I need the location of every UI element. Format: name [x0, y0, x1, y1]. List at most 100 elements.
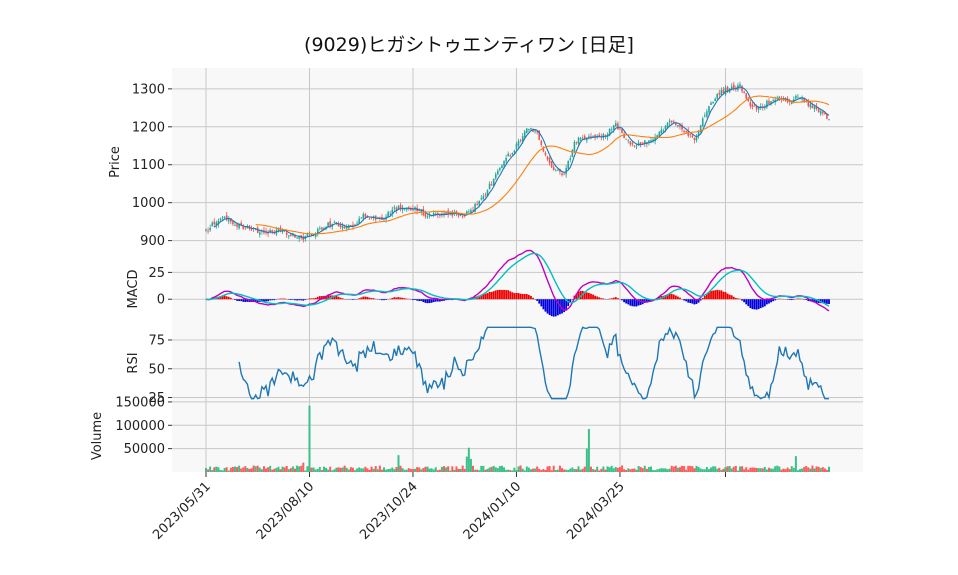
- macd-hist-bar: [610, 298, 613, 300]
- candle-body: [534, 130, 536, 132]
- candle-body: [809, 104, 812, 108]
- candle-body: [546, 156, 549, 160]
- macd-hist-bar: [708, 292, 710, 300]
- candle-body: [654, 136, 656, 141]
- volume-bar: [482, 465, 485, 472]
- volume-bar: [716, 468, 719, 472]
- candle-body: [511, 153, 514, 155]
- macd-hist-bar: [267, 299, 269, 302]
- macd-hist-bar: [229, 297, 232, 300]
- volume-bar: [281, 466, 284, 472]
- candle-body: [509, 155, 512, 157]
- candle-body: [627, 139, 630, 141]
- volume-bar: [219, 470, 222, 472]
- candle-body: [739, 84, 741, 87]
- volume-bar: [546, 466, 549, 472]
- macd-hist-bar: [826, 299, 828, 304]
- macd-hist-bar: [674, 295, 677, 300]
- volume-bar: [275, 467, 278, 472]
- volume-bar: [625, 469, 628, 472]
- candle-body: [397, 206, 400, 210]
- volume-bar: [385, 469, 388, 472]
- macd-hist-bar: [745, 299, 748, 305]
- volume-bar: [666, 469, 669, 472]
- volume-bar: [592, 469, 595, 472]
- volume-ytick-label: 50000: [124, 442, 165, 457]
- volume-bar: [472, 465, 474, 472]
- candle-body: [660, 129, 663, 134]
- candle-body: [631, 142, 634, 145]
- macd-hist-bar: [627, 299, 630, 305]
- candle-body: [797, 96, 799, 98]
- volume-bar: [362, 468, 365, 472]
- volume-bar: [660, 468, 663, 472]
- volume-bar: [401, 468, 404, 472]
- volume-bar: [794, 456, 797, 472]
- volume-panel-bg: [172, 401, 863, 472]
- macd-hist-bar: [720, 290, 723, 300]
- macd-hist-bar: [741, 299, 743, 301]
- macd-hist-bar: [519, 293, 522, 300]
- candle-body: [745, 93, 748, 99]
- macd-hist-bar: [219, 296, 222, 300]
- volume-bar: [265, 468, 268, 472]
- macd-hist-bar: [666, 294, 669, 300]
- volume-bar: [335, 467, 338, 472]
- candle-body: [488, 183, 491, 190]
- volume-bar: [647, 467, 650, 472]
- macd-hist-bar: [608, 298, 611, 300]
- candle-body: [735, 87, 737, 89]
- volume-bar: [488, 467, 491, 472]
- candle-body: [681, 125, 683, 130]
- candle-body: [743, 91, 745, 93]
- volume-bar: [372, 468, 375, 472]
- volume-bar: [772, 468, 775, 472]
- candle-body: [528, 128, 530, 131]
- volume-bar: [358, 467, 361, 472]
- candle-body: [337, 223, 340, 227]
- macd-hist-bar: [505, 290, 508, 300]
- macd-hist-bar: [310, 298, 313, 300]
- volume-bar: [691, 466, 694, 472]
- macd-hist-bar: [774, 299, 777, 301]
- candle-body: [554, 170, 557, 172]
- candle-body: [726, 86, 729, 92]
- macd-hist-bar: [484, 293, 487, 300]
- macd-hist-bar: [523, 293, 526, 300]
- candle-body: [501, 165, 503, 169]
- macd-hist-bar: [263, 299, 265, 302]
- macd-hist-bar: [544, 299, 547, 312]
- macd-hist-bar: [625, 299, 628, 304]
- candle-body: [536, 131, 538, 133]
- candle-body: [358, 218, 360, 224]
- candle-body: [312, 235, 315, 237]
- macd-hist-bar: [488, 291, 491, 300]
- candle-body: [227, 219, 230, 222]
- candle-body: [683, 130, 685, 132]
- volume-bar: [685, 469, 688, 472]
- macd-hist-bar: [480, 294, 483, 300]
- volume-bar: [521, 468, 524, 472]
- candle-body: [523, 131, 526, 138]
- candle-body: [619, 128, 621, 130]
- volume-bar: [337, 467, 340, 472]
- candle-body: [345, 226, 348, 229]
- candle-body: [633, 145, 636, 147]
- macd-hist-bar: [352, 299, 354, 300]
- volume-bar: [734, 465, 737, 472]
- macd-hist-bar: [600, 298, 603, 300]
- candle-body: [468, 211, 470, 213]
- candle-body: [708, 106, 710, 113]
- volume-bar: [583, 466, 586, 472]
- volume-bar: [796, 470, 799, 472]
- volume-bar: [364, 466, 367, 472]
- volume-bar: [277, 466, 280, 472]
- candle-body: [706, 111, 708, 117]
- candle-body: [434, 213, 437, 215]
- macd-hist-bar: [341, 298, 344, 300]
- volume-bar: [351, 467, 354, 472]
- macd-hist-bar: [815, 299, 818, 303]
- macd-hist-bar: [298, 299, 301, 301]
- candle-body: [341, 225, 344, 229]
